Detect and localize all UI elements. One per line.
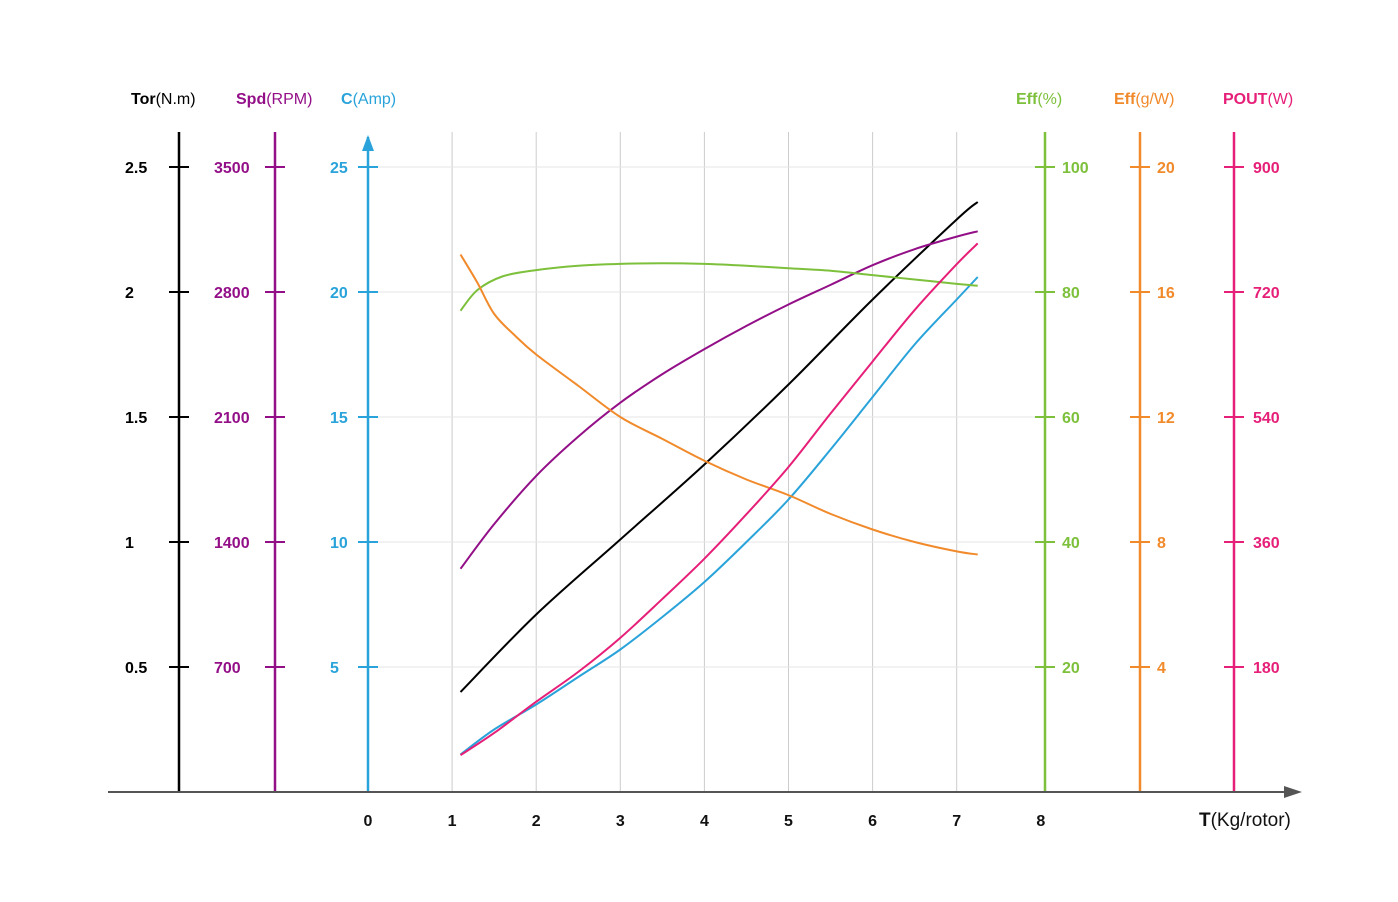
series-line-pout <box>459 242 979 757</box>
axis-title-c: C(Amp) <box>341 91 396 108</box>
x-tick-label: 2 <box>532 813 541 830</box>
tick-label-tor: 2.5 <box>125 160 147 177</box>
x-tick-label: 1 <box>448 813 457 830</box>
series-line-effgw <box>459 253 978 556</box>
tick-label-effp: 20 <box>1062 660 1080 677</box>
tick-label-tor: 2 <box>125 285 134 302</box>
tick-label-spd: 1400 <box>214 535 250 552</box>
tick-label-effgw: 12 <box>1157 410 1175 427</box>
labels: 0.511.522.5Tor(N.m)7001400210028003500Sp… <box>125 91 1293 831</box>
tick-label-pout: 900 <box>1253 160 1280 177</box>
series-line-tor <box>459 201 979 693</box>
tick-label-tor: 1.5 <box>125 410 147 427</box>
axis-title-unit-effgw: (g/W) <box>1135 91 1174 108</box>
tick-label-spd: 700 <box>214 660 241 677</box>
axis-arrow-c <box>362 135 374 151</box>
series-lines <box>459 201 979 757</box>
x-axis-arrow <box>1284 786 1302 798</box>
axis-title-bold-effp: Eff <box>1016 91 1038 108</box>
axis-title-unit-pout: (W) <box>1267 91 1293 108</box>
tick-label-effgw: 16 <box>1157 285 1175 302</box>
tick-label-pout: 360 <box>1253 535 1280 552</box>
tick-label-pout: 540 <box>1253 410 1280 427</box>
axis-title-unit-spd: (RPM) <box>266 91 312 108</box>
axis-title-unit-tor: (N.m) <box>156 91 196 108</box>
axis-title-bold-spd: Spd <box>236 91 266 108</box>
axis-title-unit-effp: (%) <box>1037 91 1062 108</box>
tick-label-c: 5 <box>330 660 339 677</box>
axis-title-effgw: Eff(g/W) <box>1114 91 1174 108</box>
tick-label-spd: 3500 <box>214 160 250 177</box>
axis-title-pout: POUT(W) <box>1223 91 1293 108</box>
x-tick-label: 6 <box>868 813 877 830</box>
x-axis-title-unit: (Kg/rotor) <box>1211 810 1291 831</box>
tick-label-effp: 40 <box>1062 535 1080 552</box>
axis-title-spd: Spd(RPM) <box>236 91 312 108</box>
tick-label-effgw: 4 <box>1157 660 1166 677</box>
x-tick-label: 7 <box>952 813 961 830</box>
tick-label-spd: 2800 <box>214 285 250 302</box>
axis-title-bold-tor: Tor <box>131 91 156 108</box>
x-axis-title: T(Kg/rotor) <box>1199 810 1291 831</box>
x-tick-label: 8 <box>1036 813 1045 830</box>
tick-label-tor: 1 <box>125 535 134 552</box>
x-axis-title-bold: T <box>1199 810 1211 831</box>
tick-label-effgw: 20 <box>1157 160 1175 177</box>
tick-label-c: 10 <box>330 535 348 552</box>
tick-label-pout: 180 <box>1253 660 1280 677</box>
axes <box>108 132 1302 798</box>
x-tick-label: 3 <box>616 813 625 830</box>
tick-label-spd: 2100 <box>214 410 250 427</box>
series-line-c <box>459 276 979 756</box>
tick-label-c: 15 <box>330 410 348 427</box>
axis-title-bold-pout: POUT <box>1223 91 1268 108</box>
gridlines <box>368 132 1045 792</box>
tick-label-c: 20 <box>330 285 348 302</box>
tick-label-tor: 0.5 <box>125 660 147 677</box>
axis-title-unit-c: (Amp) <box>353 91 397 108</box>
x-tick-label: 0 <box>364 813 373 830</box>
tick-label-c: 25 <box>330 160 348 177</box>
axis-title-bold-effgw: Eff <box>1114 91 1136 108</box>
tick-label-effgw: 8 <box>1157 535 1166 552</box>
x-tick-label: 4 <box>700 813 709 830</box>
axis-title-bold-c: C <box>341 91 353 108</box>
tick-label-effp: 100 <box>1062 160 1089 177</box>
axis-title-tor: Tor(N.m) <box>131 91 196 108</box>
tick-label-pout: 720 <box>1253 285 1280 302</box>
x-tick-label: 5 <box>784 813 793 830</box>
axis-title-effp: Eff(%) <box>1016 91 1062 108</box>
series-line-spd <box>459 230 978 570</box>
tick-label-effp: 60 <box>1062 410 1080 427</box>
tick-label-effp: 80 <box>1062 285 1080 302</box>
series-line-effp <box>459 262 978 312</box>
